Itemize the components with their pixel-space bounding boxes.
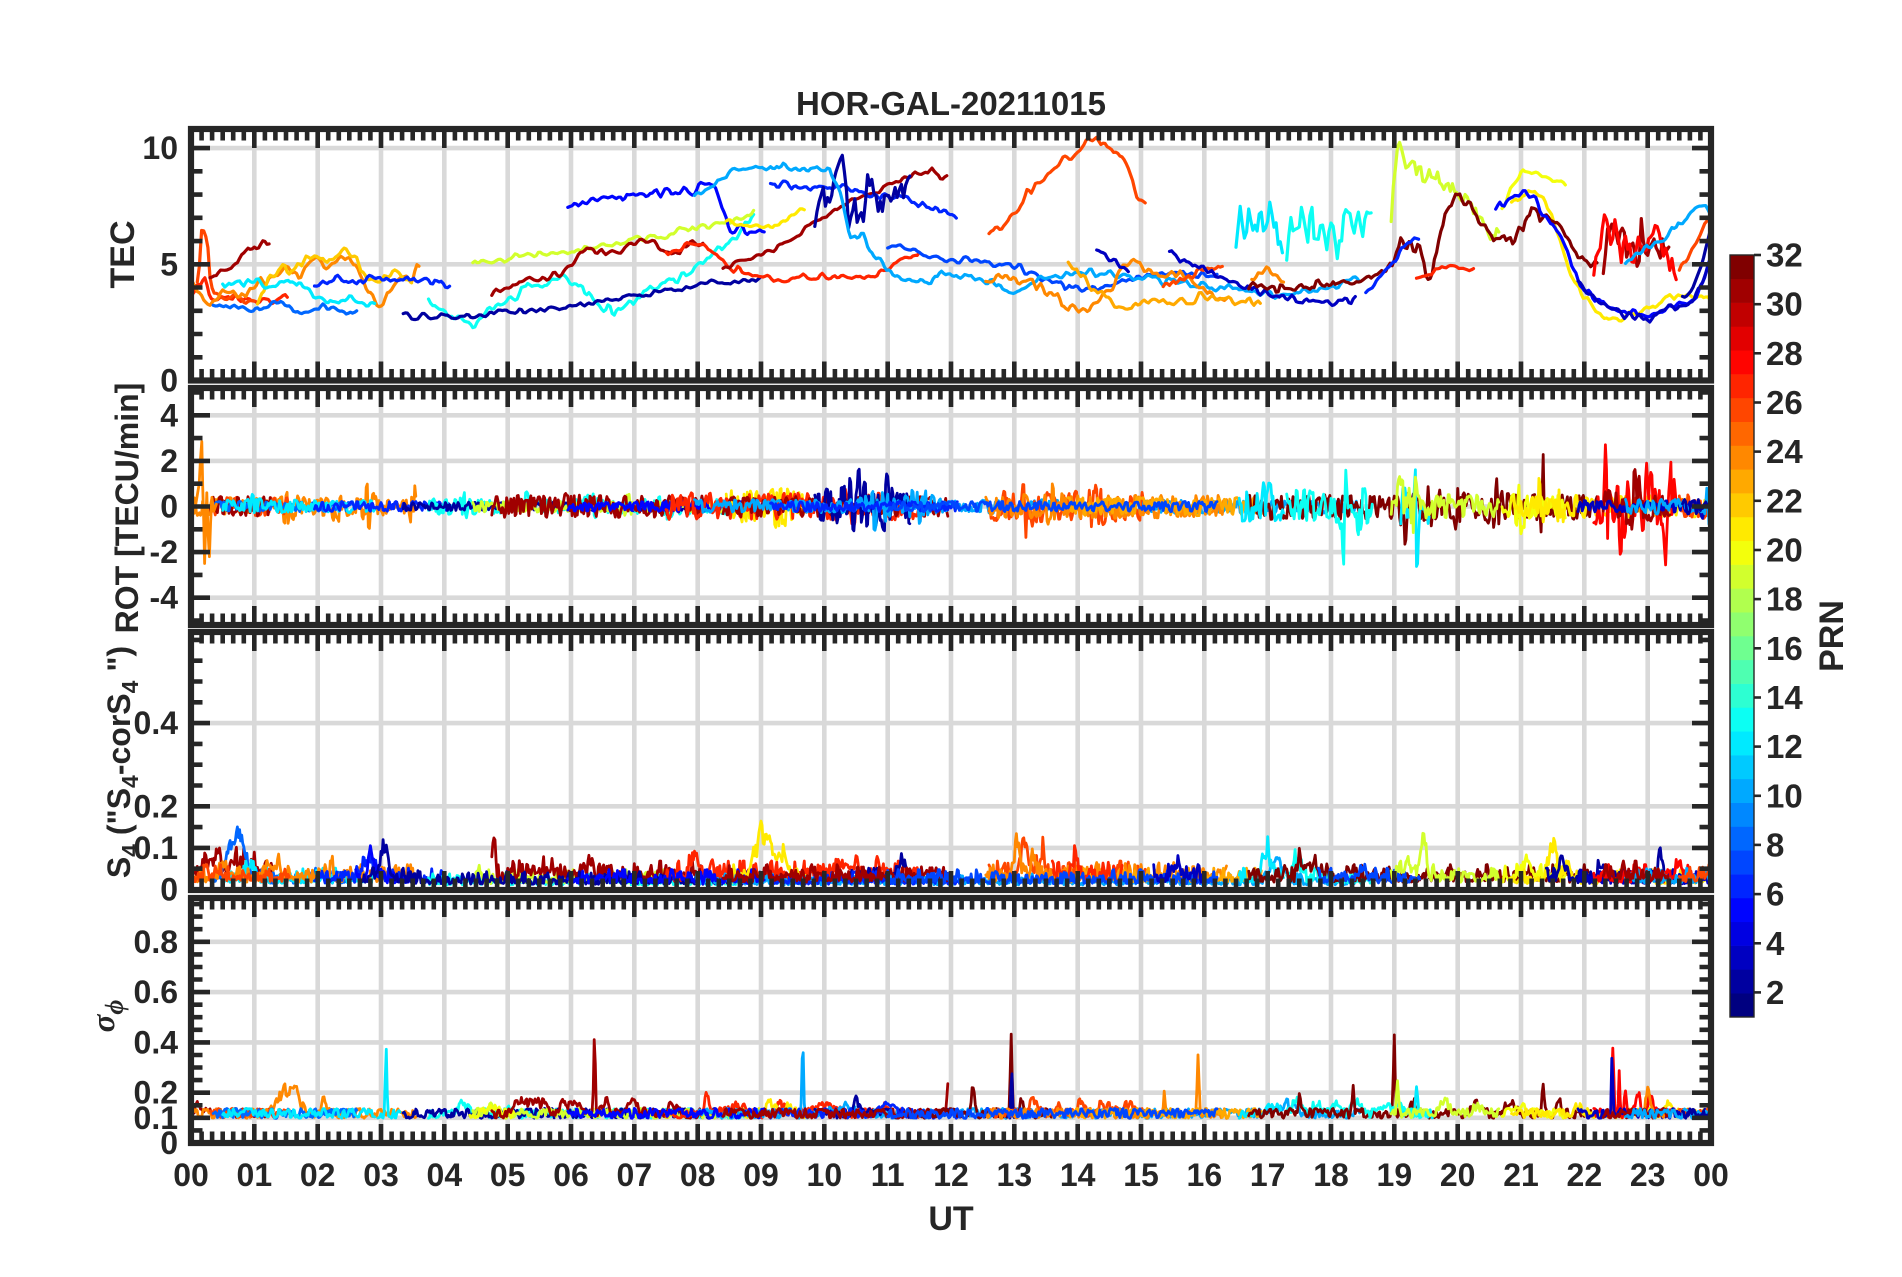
- svg-text:HOR-GAL-20211015: HOR-GAL-20211015: [796, 85, 1106, 122]
- svg-text:ROT [TECU/min]: ROT [TECU/min]: [109, 383, 145, 634]
- svg-text:17: 17: [1250, 1157, 1286, 1193]
- svg-text:12: 12: [1766, 728, 1803, 765]
- svg-text:2: 2: [160, 443, 178, 479]
- svg-text:0.1: 0.1: [134, 1100, 178, 1136]
- svg-text:0.4: 0.4: [134, 705, 179, 741]
- svg-text:20: 20: [1440, 1157, 1476, 1193]
- svg-text:10: 10: [1766, 777, 1803, 814]
- svg-text:23: 23: [1630, 1157, 1666, 1193]
- svg-text:0.2: 0.2: [134, 1075, 178, 1111]
- svg-text:30: 30: [1766, 286, 1803, 323]
- svg-text:14: 14: [1766, 679, 1803, 716]
- svg-text:0.8: 0.8: [134, 924, 178, 960]
- svg-text:0.6: 0.6: [134, 974, 178, 1010]
- svg-text:4: 4: [160, 397, 178, 433]
- svg-text:0: 0: [160, 489, 178, 525]
- svg-text:10: 10: [807, 1157, 843, 1193]
- svg-text:09: 09: [743, 1157, 779, 1193]
- svg-text:24: 24: [1766, 433, 1803, 470]
- svg-text:0.1: 0.1: [134, 830, 178, 866]
- svg-text:04: 04: [427, 1157, 463, 1193]
- svg-text:03: 03: [363, 1157, 399, 1193]
- svg-text:0.2: 0.2: [134, 788, 178, 824]
- svg-text:05: 05: [490, 1157, 526, 1193]
- svg-text:01: 01: [237, 1157, 273, 1193]
- svg-text:0: 0: [160, 363, 178, 399]
- svg-text:5: 5: [160, 246, 178, 282]
- svg-text:28: 28: [1766, 335, 1803, 372]
- svg-text:18: 18: [1766, 581, 1803, 618]
- svg-text:UT: UT: [928, 1200, 974, 1238]
- svg-text:0.4: 0.4: [134, 1024, 179, 1060]
- svg-text:16: 16: [1766, 630, 1803, 667]
- svg-text:-2: -2: [150, 534, 178, 570]
- svg-text:4: 4: [1766, 925, 1785, 962]
- svg-text:12: 12: [933, 1157, 969, 1193]
- svg-text:S4 ("S4-corS4 "): S4 ("S4-corS4 "): [101, 646, 143, 878]
- svg-text:02: 02: [300, 1157, 336, 1193]
- svg-text:22: 22: [1766, 482, 1803, 519]
- svg-text:13: 13: [997, 1157, 1033, 1193]
- svg-text:21: 21: [1503, 1157, 1539, 1193]
- svg-text:8: 8: [1766, 826, 1784, 863]
- svg-text:PRN: PRN: [1813, 600, 1851, 672]
- svg-text:15: 15: [1123, 1157, 1159, 1193]
- svg-text:0: 0: [160, 1125, 178, 1161]
- svg-text:11: 11: [871, 1157, 905, 1193]
- svg-text:00: 00: [173, 1157, 209, 1193]
- svg-text:32: 32: [1766, 237, 1803, 274]
- svg-text:08: 08: [680, 1157, 716, 1193]
- svg-text:07: 07: [617, 1157, 653, 1193]
- svg-text:14: 14: [1060, 1157, 1096, 1193]
- svg-text:16: 16: [1187, 1157, 1223, 1193]
- svg-text:22: 22: [1567, 1157, 1603, 1193]
- svg-text:19: 19: [1377, 1157, 1413, 1193]
- svg-text:06: 06: [553, 1157, 589, 1193]
- svg-text:18: 18: [1313, 1157, 1349, 1193]
- svg-text:20: 20: [1766, 532, 1803, 569]
- svg-text:26: 26: [1766, 384, 1803, 421]
- svg-text:6: 6: [1766, 876, 1784, 913]
- svg-text:10: 10: [142, 130, 178, 166]
- svg-text:0: 0: [160, 872, 178, 908]
- svg-text:TEC: TEC: [104, 221, 142, 289]
- svg-text:00: 00: [1693, 1157, 1729, 1193]
- svg-text:2: 2: [1766, 974, 1784, 1011]
- svg-text:-4: -4: [150, 580, 179, 616]
